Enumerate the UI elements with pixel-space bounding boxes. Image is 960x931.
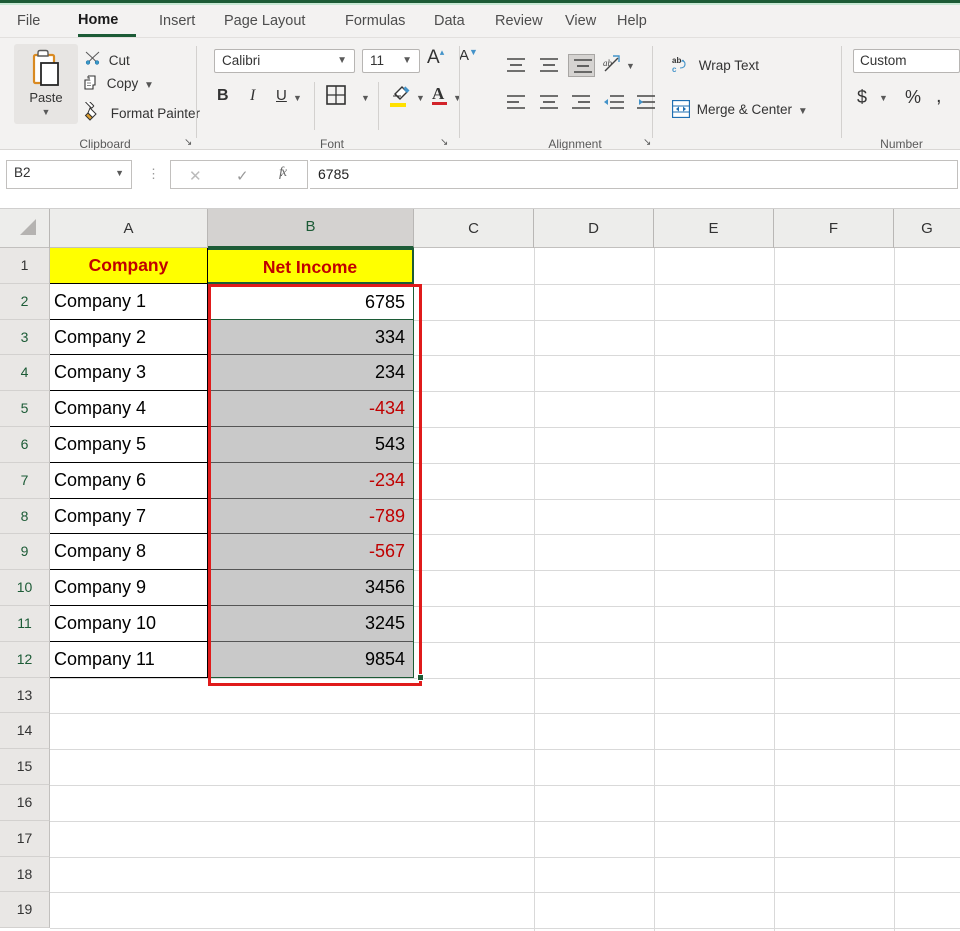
svg-text:ab: ab xyxy=(603,58,613,68)
svg-text:ab: ab xyxy=(672,56,681,65)
svg-text:c: c xyxy=(672,65,677,74)
